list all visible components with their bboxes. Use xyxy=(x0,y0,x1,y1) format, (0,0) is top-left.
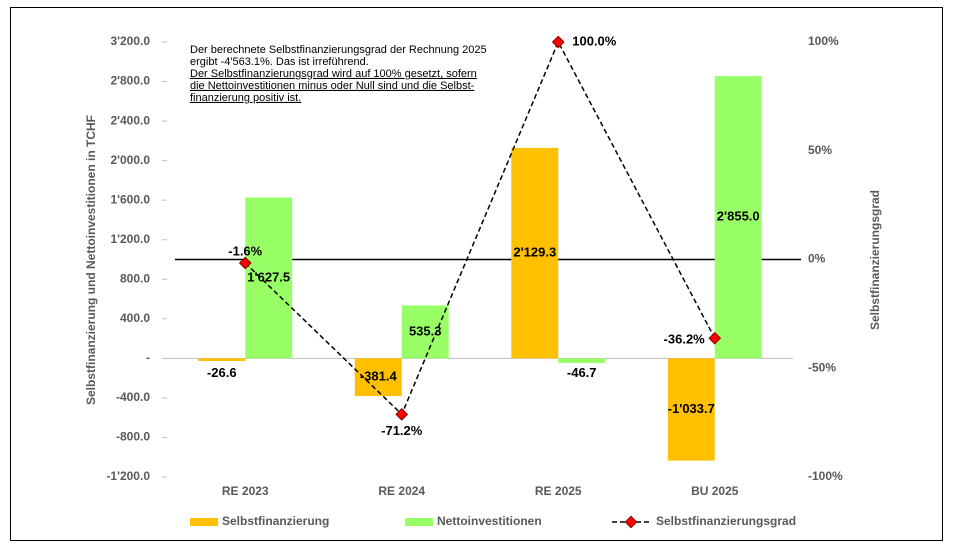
note: finanzierung positiv ist. xyxy=(190,92,301,104)
line-marker xyxy=(238,256,252,270)
bar xyxy=(511,147,559,359)
legend-swatch xyxy=(405,518,433,526)
y-axis-title: Selbstfinanzierung und Nettoinvestitione… xyxy=(84,115,98,405)
line-marker xyxy=(708,331,722,345)
bar xyxy=(714,76,762,359)
y-tick-label: - xyxy=(146,351,150,365)
data-label: -46.7 xyxy=(567,365,597,380)
y-tick-label: -400.0 xyxy=(116,390,150,404)
data-label: -36.2% xyxy=(664,332,706,347)
data-label: 1'627.5 xyxy=(247,269,290,284)
y2-tick-label: 0% xyxy=(808,252,826,266)
bar xyxy=(198,358,246,361)
legend-label: Selbstfinanzierungsgrad xyxy=(656,514,796,528)
data-label: 100.0% xyxy=(572,33,617,48)
y-tick-label: 3'200.0 xyxy=(110,34,150,48)
y-tick-label: 2'000.0 xyxy=(110,153,150,167)
data-label: 2'855.0 xyxy=(717,209,760,224)
line xyxy=(244,40,716,416)
line-marker xyxy=(395,407,409,421)
x-tick-label: RE 2025 xyxy=(535,484,582,498)
bar xyxy=(401,305,449,359)
x-tick-label: RE 2023 xyxy=(222,484,269,498)
data-label: -381.4 xyxy=(360,369,398,384)
y-tick-label: 400.0 xyxy=(120,311,150,325)
x-tick-label: RE 2024 xyxy=(378,484,425,498)
legend-label: Selbstfinanzierung xyxy=(222,514,329,528)
y-tick-label: -800.0 xyxy=(116,430,150,444)
bar xyxy=(558,358,606,363)
y-tick-label: 2'400.0 xyxy=(110,113,150,127)
bar xyxy=(667,358,715,461)
y2-tick-label: -100% xyxy=(808,469,843,483)
y2-tick-label: 50% xyxy=(808,143,832,157)
data-label: 535.3 xyxy=(409,323,442,338)
legend-marker xyxy=(624,515,638,529)
y-tick-label: 2'800.0 xyxy=(110,74,150,88)
note: Der Selbstfinanzierungsgrad wird auf 100… xyxy=(190,68,477,80)
y2-tick-label: 100% xyxy=(808,34,839,48)
annotation: ergibt -4'563.1%. Das ist irreführend. xyxy=(190,56,369,68)
y-tick-label: -1'200.0 xyxy=(106,469,150,483)
y-tick-label: 1'600.0 xyxy=(110,192,150,206)
annotation: Der berechnete Selbstfinanzierungsgrad d… xyxy=(190,44,487,56)
x-tick-label: BU 2025 xyxy=(691,484,739,498)
y-tick-label: 800.0 xyxy=(120,271,150,285)
note: die Nettoinvestitionen minus oder Null s… xyxy=(190,80,475,92)
data-label: -71.2% xyxy=(381,423,423,438)
data-label: 2'129.3 xyxy=(513,245,556,260)
bar xyxy=(245,197,293,359)
y2-tick-label: -50% xyxy=(808,360,836,374)
data-label: -1.6% xyxy=(228,243,262,258)
y-tick-label: 1'200.0 xyxy=(110,232,150,246)
data-label: -26.6 xyxy=(207,365,237,380)
legend-label: Nettoinvestitionen xyxy=(437,514,542,528)
legend-swatch xyxy=(190,518,218,526)
data-label: -1'033.7 xyxy=(668,401,715,416)
line-marker xyxy=(551,35,565,49)
y2-axis-title: Selbstfinanzierungsgrad xyxy=(868,190,882,330)
chart-border xyxy=(10,7,943,541)
